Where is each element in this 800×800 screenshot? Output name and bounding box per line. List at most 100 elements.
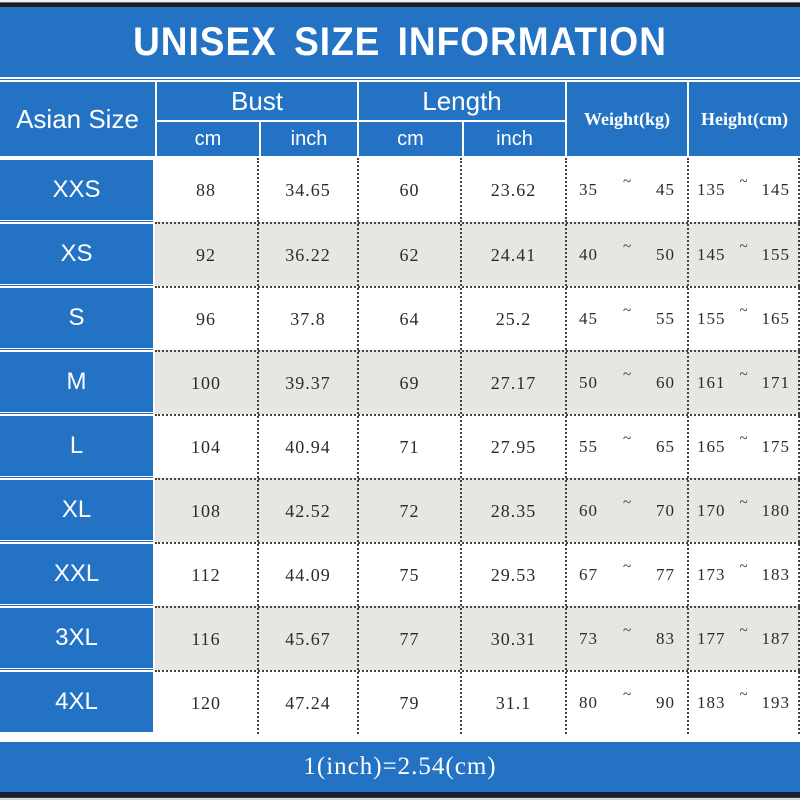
bust-cm-cell: 100 [191, 372, 221, 393]
bust-inch-cell: 45.67 [257, 608, 357, 670]
table-row: XXL 112 44.09 75 29.53 67 ~77 173 ~183 [0, 541, 800, 606]
height-range-cell-min: 165 [697, 437, 726, 456]
weight-range-cell: 45 ~55 [565, 288, 687, 350]
tilde-separator: ~ [622, 238, 632, 255]
tilde-separator: ~ [739, 302, 748, 319]
length-inch-cell: 28.35 [460, 480, 565, 542]
height-range-cell: 165 ~175 [687, 416, 800, 478]
height-range-cell: 135 ~145 [687, 158, 800, 222]
weight-range-cell-max: 70 [656, 501, 675, 520]
tilde-separator: ~ [739, 430, 748, 447]
bust-cm-cell: 96 [196, 308, 216, 329]
bust-inch-cell: 47.24 [257, 672, 357, 734]
height-range-cell: 155 ~165 [687, 288, 800, 350]
title-separator [0, 77, 800, 82]
top-edge-highlight [0, 0, 800, 2]
size-label-cell: XS [0, 221, 155, 286]
height-range-cell: 161 ~171 [687, 352, 800, 414]
weight-range-cell-min: 73 [579, 629, 598, 648]
table-header: Asian Size Bust cm inch Length cm inch W… [0, 82, 800, 158]
bust-cm-cell: 108 [191, 500, 221, 521]
size-label-cell: XXS [0, 158, 155, 222]
height-range-cell-max: 175 [761, 437, 790, 456]
height-range-cell-min: 183 [697, 693, 726, 712]
height-range-cell-max: 165 [761, 309, 790, 328]
tilde-separator: ~ [739, 686, 748, 703]
weight-range-cell-min: 60 [579, 501, 598, 520]
row-data-cells: 112 44.09 75 29.53 67 ~77 173 ~183 [155, 542, 800, 606]
tilde-separator: ~ [739, 558, 748, 575]
weight-range-cell: 67 ~77 [565, 544, 687, 606]
bust-cm-cell: 120 [191, 692, 221, 713]
conversion-note: 1(inch)=2.54(cm) [303, 753, 497, 780]
size-label-cell: 4XL [0, 669, 155, 734]
weight-range-cell-max: 60 [656, 373, 675, 392]
bust-inch-cell: 44.09 [257, 544, 357, 606]
height-range-cell-max: 155 [761, 245, 790, 264]
row-data-cells: 116 45.67 77 30.31 73 ~83 177 ~187 [155, 606, 800, 670]
bottom-edge [0, 797, 800, 800]
row-data-cells: 96 37.8 64 25.2 45 ~55 155 ~165 [155, 286, 800, 350]
height-range-cell: 145 ~155 [687, 224, 800, 286]
tilde-separator: ~ [622, 302, 632, 319]
bust-inch-cell: 42.52 [257, 480, 357, 542]
size-label-cell: L [0, 413, 155, 478]
tilde-separator: ~ [739, 238, 748, 255]
row-data-cells: 100 39.37 69 27.17 50 ~60 161 ~171 [155, 350, 800, 414]
height-range-cell-max: 171 [761, 373, 790, 392]
tilde-separator: ~ [622, 494, 632, 511]
size-label-cell: XXL [0, 541, 155, 606]
height-range-cell-min: 145 [697, 245, 726, 264]
header-bust-label: Bust [157, 82, 357, 122]
weight-range-cell-min: 80 [579, 693, 598, 712]
tilde-separator: ~ [622, 366, 632, 383]
size-label-cell: 3XL [0, 605, 155, 670]
length-cm-cell: 64 [357, 288, 460, 350]
length-cm-cell: 71 [357, 416, 460, 478]
height-range-cell-min: 173 [697, 565, 726, 584]
header-weight: Weight(kg) [565, 82, 687, 156]
header-asian-size: Asian Size [16, 103, 139, 134]
header-bust-inch: inch [259, 122, 357, 156]
weight-range-cell-max: 50 [656, 245, 675, 264]
weight-range-cell: 73 ~83 [565, 608, 687, 670]
weight-range-cell-min: 50 [579, 373, 598, 392]
size-label-cell: M [0, 349, 155, 414]
tilde-separator: ~ [739, 173, 748, 190]
tilde-separator: ~ [739, 494, 748, 511]
bust-inch-cell: 34.65 [257, 158, 357, 222]
bust-cm-cell: 112 [191, 564, 221, 585]
weight-range-cell-min: 40 [579, 245, 598, 264]
weight-range-cell-max: 77 [656, 565, 675, 584]
tilde-separator: ~ [622, 558, 632, 575]
weight-range-cell-max: 83 [656, 629, 675, 648]
weight-range-cell-max: 45 [656, 180, 675, 199]
height-range-cell-min: 177 [697, 629, 726, 648]
page-title: UNISEX SIZE INFORMATION [133, 19, 667, 64]
weight-range-cell-max: 90 [656, 693, 675, 712]
bottom-dark-bar [0, 792, 800, 797]
weight-range-cell-max: 65 [656, 437, 675, 456]
height-range-cell: 183 ~193 [687, 672, 800, 734]
row-data-cells: 120 47.24 79 31.1 80 ~90 183 ~193 [155, 670, 800, 734]
size-label-cell: S [0, 285, 155, 350]
tilde-separator: ~ [739, 366, 748, 383]
length-cm-cell: 69 [357, 352, 460, 414]
length-inch-cell: 31.1 [460, 672, 565, 734]
height-range-cell-min: 135 [697, 180, 726, 199]
bust-inch-cell: 40.94 [257, 416, 357, 478]
height-range-cell-min: 155 [697, 309, 726, 328]
weight-range-cell-min: 45 [579, 309, 598, 328]
weight-range-cell: 35 ~45 [565, 158, 687, 222]
header-length-inch: inch [462, 122, 565, 156]
table-row: L 104 40.94 71 27.95 55 ~65 165 ~175 [0, 413, 800, 478]
header-height: Height(cm) [687, 82, 800, 156]
table-row: S 96 37.8 64 25.2 45 ~55 155 ~165 [0, 285, 800, 350]
length-cm-cell: 77 [357, 608, 460, 670]
height-range-cell-max: 145 [761, 180, 790, 199]
weight-range-cell-min: 35 [579, 180, 598, 199]
tilde-separator: ~ [622, 622, 632, 639]
length-inch-cell: 24.41 [460, 224, 565, 286]
bust-cm-cell: 116 [191, 628, 221, 649]
